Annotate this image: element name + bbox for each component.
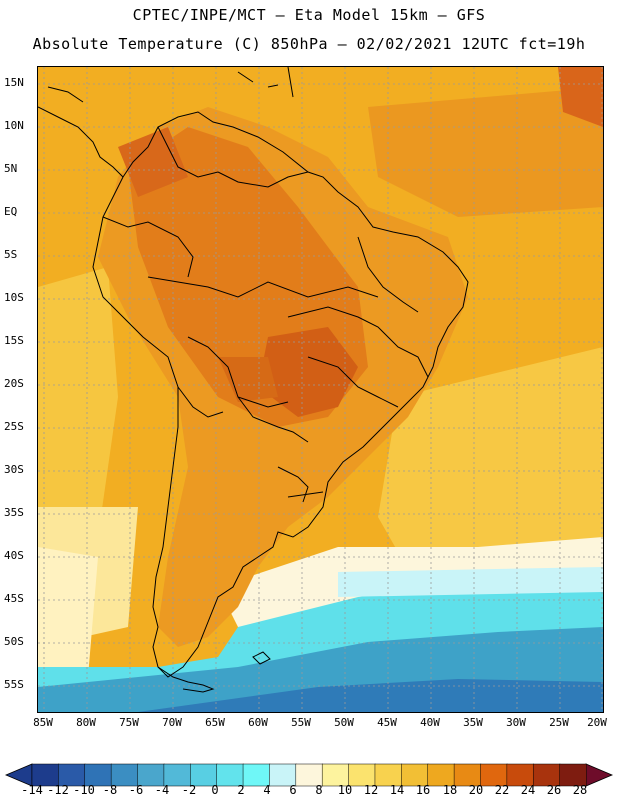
colorbar-label: 0 (211, 783, 219, 797)
colorbar-label: 4 (263, 783, 271, 797)
colorbar-label: 24 (520, 783, 536, 797)
caribbean-warm-zone (368, 87, 603, 217)
border-brazil-states-2 (307, 356, 399, 408)
lon-label: 70W (162, 716, 182, 729)
border-ecuador-peru (102, 216, 194, 278)
border-bolivia (187, 336, 289, 408)
lat-label: 15S (4, 334, 24, 347)
lat-label: 30S (4, 463, 24, 476)
lat-label: 50S (4, 635, 24, 648)
colorbar-label: 20 (468, 783, 484, 797)
lat-label: 40S (4, 549, 24, 562)
colorbar-label: 28 (572, 783, 588, 797)
falkland-islands (252, 651, 271, 665)
border-brazil-north (147, 276, 379, 298)
central-america-coast (38, 106, 124, 178)
temperature-field (38, 67, 603, 712)
colorbar-label: -2 (181, 783, 197, 797)
border-brazil-states-3 (357, 236, 419, 313)
light-cyan-band (338, 567, 603, 597)
lat-label: 20S (4, 377, 24, 390)
colorbar-swatches (31, 763, 587, 787)
border-paraguay (237, 396, 309, 443)
lon-label: 55W (291, 716, 311, 729)
deep-blue-band (138, 679, 603, 712)
colorbar-label: -6 (128, 783, 144, 797)
lat-label: 35S (4, 506, 24, 519)
colorbar-label: 16 (415, 783, 431, 797)
colorbar (4, 763, 614, 787)
colorbar-label: 2 (237, 783, 245, 797)
tierra-del-fuego (157, 666, 215, 693)
lat-label: 5S (4, 248, 18, 261)
south-america-coastline (92, 111, 469, 678)
colorbar-swatch (559, 763, 587, 787)
colorbar-label: 26 (546, 783, 562, 797)
lat-label: 10N (4, 119, 24, 132)
coastlines (38, 67, 469, 693)
lon-label: 20W (587, 716, 607, 729)
hotspot-center (258, 327, 358, 417)
map-panel (37, 66, 604, 713)
border-brazil-states-1 (287, 306, 429, 378)
border-chile-argentina (177, 386, 224, 418)
colorbar-label: 12 (363, 783, 379, 797)
lat-label: EQ (4, 205, 18, 218)
lon-label: 45W (377, 716, 397, 729)
border-venezuela (217, 171, 309, 188)
caribbean-coast (47, 86, 84, 103)
colorbar-label: -12 (47, 783, 69, 797)
border-colombia (157, 126, 219, 178)
lon-label: 50W (334, 716, 354, 729)
lon-label: 40W (420, 716, 440, 729)
south-pacific-pale (38, 547, 98, 677)
lon-label: 75W (119, 716, 139, 729)
ne-warm-spot (558, 67, 603, 127)
lat-label: 10S (4, 291, 24, 304)
hotspot-north (118, 127, 188, 197)
map-title: CPTEC/INPE/MCT – Eta Model 15km – GFS (132, 6, 486, 24)
border-uruguay (277, 466, 324, 503)
lat-label: 25S (4, 420, 24, 433)
lon-label: 30W (506, 716, 526, 729)
lon-label: 35W (463, 716, 483, 729)
colorbar-label: 18 (442, 783, 458, 797)
colorbar-label: 8 (315, 783, 323, 797)
map-subtitle: Absolute Temperature (C) 850hPa – 02/02/… (32, 35, 586, 53)
lon-label: 80W (76, 716, 96, 729)
lon-label: 25W (549, 716, 569, 729)
hotspot-west (218, 357, 278, 402)
lat-label: 5N (4, 162, 18, 175)
atlantic-cooler-zone (378, 347, 603, 587)
colorbar-label: -4 (154, 783, 170, 797)
lon-label: 65W (205, 716, 225, 729)
colorbar-label: -8 (102, 783, 118, 797)
colorbar-label: -10 (73, 783, 95, 797)
temperature-shading (38, 67, 603, 712)
colorbar-label: 14 (389, 783, 405, 797)
lon-label: 60W (248, 716, 268, 729)
lon-label: 85W (33, 716, 53, 729)
lat-label: 15N (4, 76, 24, 89)
colorbar-label: 22 (494, 783, 510, 797)
colorbar-label: 10 (337, 783, 353, 797)
lat-label: 45S (4, 592, 24, 605)
colorbar-label: -14 (21, 783, 43, 797)
colorbar-label: 6 (289, 783, 297, 797)
caribbean-islands (237, 67, 294, 98)
graticule (38, 67, 603, 712)
lat-label: 55S (4, 678, 24, 691)
